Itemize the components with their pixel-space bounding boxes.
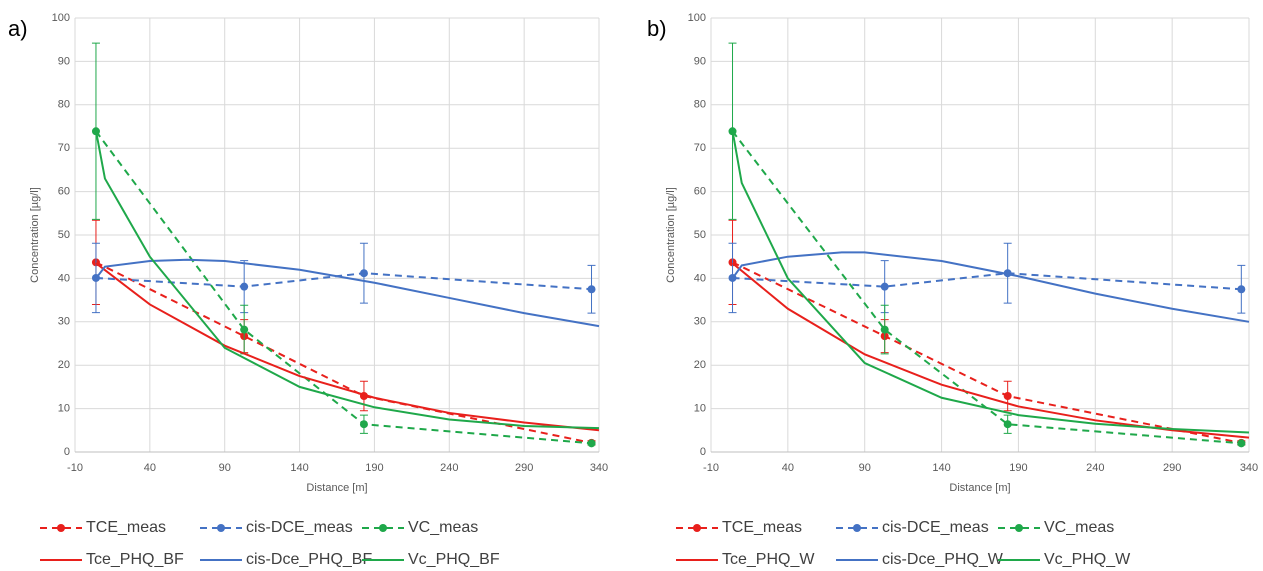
data-point: [1003, 420, 1012, 429]
series-line: [94, 130, 600, 430]
series-line: [95, 130, 592, 445]
series-line: [731, 262, 1250, 439]
x-tick-label: 290: [1163, 462, 1181, 474]
x-tick-label: 190: [365, 462, 383, 474]
y-tick-label: 60: [694, 186, 706, 198]
series-line: [95, 261, 592, 444]
data-point: [587, 285, 596, 294]
x-tick-label: 40: [144, 462, 156, 474]
series-line: [731, 130, 1242, 445]
x-tick-label: 140: [932, 462, 950, 474]
series-line: [731, 130, 1250, 434]
legend-label: cis-Dce_PHQ_BF: [246, 551, 372, 568]
y-tick-label: 30: [694, 316, 706, 328]
series-line: [95, 258, 600, 328]
x-tick-label: 340: [1240, 462, 1258, 474]
panel-label: b): [647, 16, 667, 41]
legend-marker: [379, 524, 387, 532]
y-tick-label: 20: [694, 359, 706, 371]
x-tick-label: -10: [67, 462, 83, 474]
x-tick-label: 240: [440, 462, 458, 474]
x-tick-label: 90: [219, 462, 231, 474]
y-tick-label: 80: [694, 99, 706, 111]
y-tick-label: 60: [58, 186, 70, 198]
legend-label: cis-Dce_PHQ_W: [882, 551, 1004, 568]
x-axis-label: Distance [m]: [306, 482, 367, 494]
y-tick-label: 100: [52, 12, 70, 24]
data-point: [240, 325, 249, 334]
x-tick-label: 140: [290, 462, 308, 474]
legend-label: TCE_meas: [722, 519, 802, 536]
y-tick-label: 0: [64, 446, 70, 458]
data-point: [359, 420, 368, 429]
data-point: [880, 282, 889, 291]
y-tick-label: 30: [58, 316, 70, 328]
data-point: [359, 269, 368, 278]
y-axis-label: Concentration [µg/l]: [29, 187, 41, 283]
legend-label: Vc_PHQ_W: [1044, 551, 1131, 568]
legend-marker: [217, 524, 225, 532]
legend-marker: [57, 524, 65, 532]
y-tick-label: 50: [58, 229, 70, 241]
series-line: [732, 272, 1242, 291]
y-tick-label: 40: [694, 272, 706, 284]
data-point: [587, 439, 596, 448]
y-tick-label: 50: [694, 229, 706, 241]
legend-marker: [693, 524, 701, 532]
y-tick-label: 20: [58, 359, 70, 371]
legend-label: VC_meas: [408, 519, 478, 536]
legend-label: Tce_PHQ_W: [722, 551, 815, 568]
series-line: [731, 251, 1250, 323]
x-tick-label: 340: [590, 462, 608, 474]
y-tick-label: 80: [58, 99, 70, 111]
data-point: [1003, 392, 1012, 401]
y-tick-label: 40: [58, 272, 70, 284]
legend-label: cis-DCE_meas: [882, 519, 989, 536]
y-tick-label: 70: [694, 142, 706, 154]
x-tick-label: 290: [515, 462, 533, 474]
y-tick-label: 100: [688, 12, 706, 24]
y-tick-label: 0: [700, 446, 706, 458]
data-point: [1237, 439, 1246, 448]
y-tick-label: 70: [58, 142, 70, 154]
y-tick-label: 10: [58, 403, 70, 415]
panel-label: a): [8, 16, 28, 41]
y-tick-label: 90: [58, 55, 70, 67]
y-tick-label: 90: [694, 55, 706, 67]
x-tick-label: -10: [703, 462, 719, 474]
series-line: [95, 262, 600, 432]
legend-label: Tce_PHQ_BF: [86, 551, 184, 568]
x-tick-label: 240: [1086, 462, 1104, 474]
legend-marker: [1015, 524, 1023, 532]
legend-label: cis-DCE_meas: [246, 519, 353, 536]
data-point: [880, 325, 889, 334]
legend-label: VC_meas: [1044, 519, 1114, 536]
legend-label: TCE_meas: [86, 519, 166, 536]
legend-marker: [853, 524, 861, 532]
series-line: [732, 261, 1242, 444]
y-axis-label: Concentration [µg/l]: [665, 187, 677, 283]
y-tick-label: 10: [694, 403, 706, 415]
x-axis-label: Distance [m]: [949, 482, 1010, 494]
x-tick-label: 40: [782, 462, 794, 474]
legend-label: Vc_PHQ_BF: [408, 551, 500, 568]
x-tick-label: 190: [1009, 462, 1027, 474]
x-tick-label: 90: [859, 462, 871, 474]
data-point: [240, 282, 249, 291]
data-point: [1237, 285, 1246, 294]
